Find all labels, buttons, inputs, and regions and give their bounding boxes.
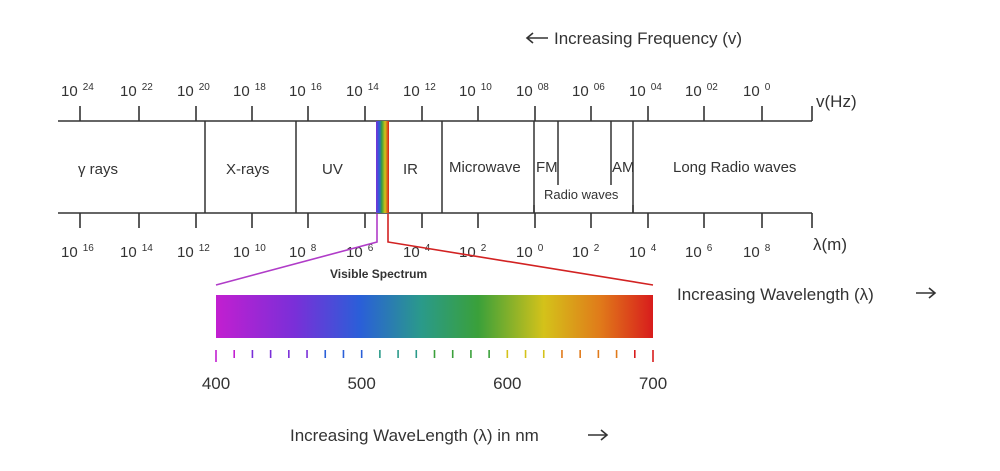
- nm-scale-labels: 400 500 600 700: [202, 374, 667, 393]
- frequency-tick-marks: [79, 106, 813, 121]
- wavelength-tick-label: 10 14: [120, 243, 153, 261]
- frequency-tick-label: 10 0: [743, 82, 771, 100]
- wavelength-tick-label: 10 4: [629, 243, 657, 261]
- nm-tick-label: 500: [347, 374, 375, 393]
- band-x-rays: X-rays: [226, 161, 269, 178]
- visible-spectrum-bar: [216, 295, 653, 338]
- frequency-tick-label: 10 14: [346, 82, 379, 100]
- band-fm: FM: [536, 159, 558, 176]
- nm-tick-label: 600: [493, 374, 521, 393]
- wavelength-axis-label: λ(m): [813, 235, 847, 254]
- frequency-tick-label: 10 20: [177, 82, 210, 100]
- wavelength-tick-label: 10 6: [685, 243, 713, 261]
- frequency-direction-label: Increasing Frequency (v): [554, 29, 742, 48]
- frequency-tick-label: 10 12: [403, 82, 436, 100]
- spectrum-band-box: γ rays X-rays UV IR Microwave FM AM Long…: [58, 106, 813, 228]
- wavelength-tick-label: 10 8: [289, 243, 317, 261]
- frequency-tick-label: 10 18: [233, 82, 266, 100]
- wavelength-tick-label: 10 16: [61, 243, 94, 261]
- frequency-tick-labels: 10 24 10 22 10 20 10 18 10 16 10 14 10 12 10 10 10 08 10 06…: [61, 82, 771, 100]
- band-am: AM: [612, 159, 635, 176]
- frequency-tick-label: 10 02: [685, 82, 718, 100]
- frequency-direction: Increasing Frequency (v): [525, 29, 742, 48]
- wavelength-tick-label: 10 0: [516, 243, 544, 261]
- band-uv: UV: [322, 161, 343, 178]
- frequency-tick-label: 10 24: [61, 82, 94, 100]
- frequency-tick-label: 10 10: [459, 82, 492, 100]
- frequency-tick-label: 10 22: [120, 82, 153, 100]
- frequency-tick-label: 10 16: [289, 82, 322, 100]
- band-long-radio-waves: Long Radio waves: [673, 159, 796, 176]
- band-gamma-rays: γ rays: [78, 161, 118, 178]
- nm-tick-label: 400: [202, 374, 230, 393]
- frequency-axis-label: v(Hz): [816, 92, 857, 111]
- wavelength-tick-label: 10 8: [743, 243, 771, 261]
- radio-waves-label: Radio waves: [544, 187, 619, 202]
- frequency-tick-label: 10 08: [516, 82, 549, 100]
- nm-direction-label: Increasing WaveLength (λ) in nm: [290, 426, 539, 445]
- wavelength-tick-label: 10 2: [572, 243, 600, 261]
- zoom-line-violet: [215, 214, 378, 286]
- wavelength-tick-label: 10 12: [177, 243, 210, 261]
- wavelength-tick-label: 10 6: [346, 243, 374, 261]
- frequency-tick-label: 10 06: [572, 82, 605, 100]
- nm-scale-ticks: [215, 350, 654, 362]
- wavelength-direction-label: Increasing Wavelength (λ): [677, 285, 874, 304]
- wavelength-tick-label: 10 10: [233, 243, 266, 261]
- zoom-line-red: [387, 214, 654, 286]
- frequency-tick-label: 10 04: [629, 82, 662, 100]
- wavelength-direction: Increasing Wavelength (λ): [677, 285, 937, 304]
- band-ir: IR: [403, 161, 418, 178]
- visible-spectrum-label: Visible Spectrum: [330, 267, 427, 281]
- wavelength-tick-marks: [79, 213, 813, 228]
- wavelength-tick-label: 10 2: [459, 243, 487, 261]
- visible-narrow-band: [376, 121, 389, 213]
- nm-direction: Increasing WaveLength (λ) in nm: [290, 426, 609, 445]
- wavelength-tick-labels: 10 16 10 14 10 12 10 10 10 8 10 6 10 4 10 2 10 0 10 2 10 4 10 6…: [61, 243, 771, 261]
- band-microwave: Microwave: [449, 159, 521, 176]
- nm-tick-label: 700: [639, 374, 667, 393]
